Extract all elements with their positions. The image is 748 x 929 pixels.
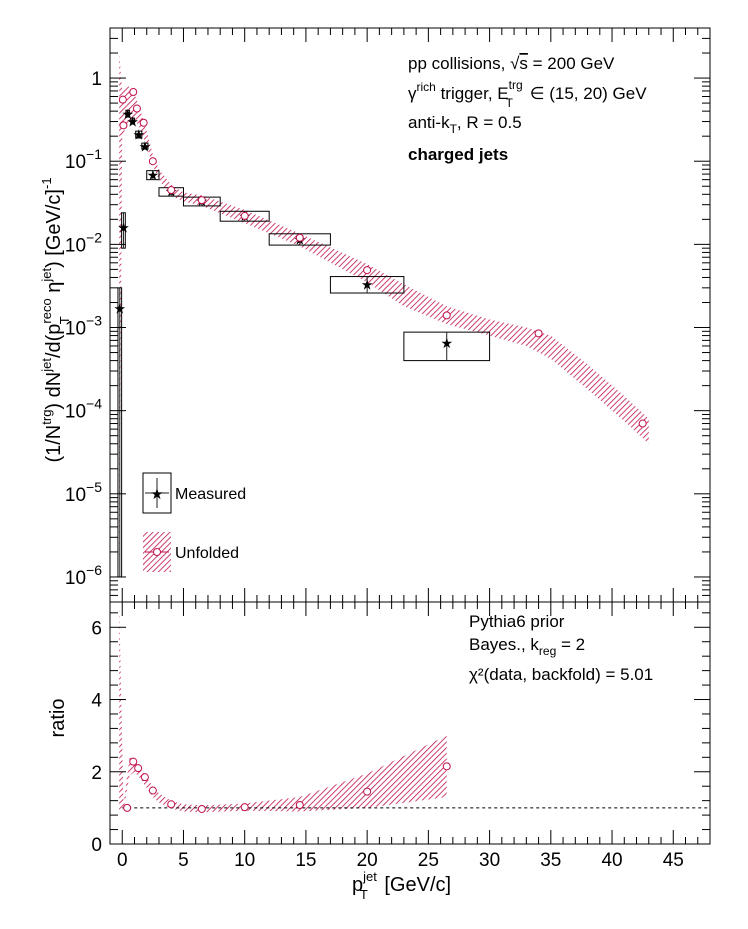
measured-point: ★ bbox=[117, 219, 130, 235]
unfolded-point bbox=[139, 118, 148, 127]
x-tick-label: 10 bbox=[234, 850, 255, 871]
y-tick-label-bottom: 6 bbox=[91, 618, 102, 639]
x-tick-label: 45 bbox=[663, 850, 684, 871]
ratio-point bbox=[442, 762, 451, 771]
unfolded-point bbox=[295, 233, 304, 242]
y-tick-label-top: 10−1 bbox=[65, 146, 102, 173]
ratio-point bbox=[134, 764, 143, 773]
annotation-algorithm: anti-kT, R = 0.5 bbox=[408, 113, 522, 136]
y-tick-label-top: 10−4 bbox=[65, 396, 102, 423]
y-tick-label-bottom: 4 bbox=[91, 691, 102, 712]
unfolded-point bbox=[363, 266, 372, 275]
annotation-unfolding: Bayes., kreg = 2 bbox=[469, 635, 585, 658]
measured-point: ★ bbox=[147, 167, 160, 183]
x-tick-label: 15 bbox=[295, 850, 316, 871]
measured-point: ★ bbox=[132, 126, 145, 142]
y-tick-label-top: 10−6 bbox=[65, 562, 102, 589]
legend-unfolded-label: Unfolded bbox=[175, 545, 239, 562]
measured-point: ★ bbox=[114, 300, 127, 316]
legend-unfolded-marker bbox=[153, 548, 161, 556]
bottom-plot-frame bbox=[109, 601, 711, 845]
unfolded-point bbox=[638, 419, 647, 428]
ratio-uncertainty-band bbox=[119, 602, 710, 813]
ratio-series bbox=[123, 757, 451, 813]
unfolded-point bbox=[148, 157, 157, 166]
x-tick-label: 35 bbox=[540, 850, 561, 871]
y-tick-label-top: 10−2 bbox=[65, 229, 102, 256]
x-tick-label: 25 bbox=[418, 850, 439, 871]
ratio-point bbox=[295, 800, 304, 809]
ratio-point bbox=[363, 787, 372, 796]
measured-point: ★ bbox=[361, 276, 374, 292]
legend: ★ Measured Unfolded bbox=[142, 472, 246, 572]
ratio-point bbox=[148, 786, 157, 795]
annotation-jet-type: charged jets bbox=[408, 145, 508, 164]
x-tick-label: 40 bbox=[601, 850, 622, 871]
unfolded-point bbox=[118, 95, 127, 104]
top-annotations: pp collisions, √s = 200 GeV γrich trigge… bbox=[408, 54, 647, 164]
annotation-collisions: pp collisions, √s = 200 GeV bbox=[408, 54, 615, 73]
measured-point: ★ bbox=[139, 139, 152, 155]
legend-measured-marker-box bbox=[142, 472, 172, 514]
x-axis-title: pjet T [GeV/c] bbox=[352, 869, 451, 902]
unfolded-point bbox=[442, 311, 451, 320]
annotation-trigger: γrich trigger, Etrg T ∈ (15, 20) GeV bbox=[408, 78, 647, 110]
axis-ticks bbox=[109, 27, 711, 845]
x-tick-label: 0 bbox=[117, 850, 128, 871]
y-tick-label-bottom: 0 bbox=[91, 835, 102, 856]
legend-measured-marker: ★ bbox=[150, 486, 163, 503]
x-tick-label: 30 bbox=[479, 850, 500, 871]
unfolded-point bbox=[167, 186, 176, 195]
legend-measured-label: Measured bbox=[175, 486, 246, 503]
tick-labels: 0 5 10 15 20 25 30 35 40 4510−610−510−410−310−210… bbox=[65, 69, 684, 871]
x-tick-label: 5 bbox=[178, 850, 189, 871]
unfolded-point bbox=[132, 104, 141, 113]
ratio-point bbox=[123, 803, 132, 812]
bottom-annotations: Pythia6 prior Bayes., kreg = 2 χ²(data, … bbox=[469, 612, 653, 684]
unfolded-point bbox=[129, 87, 138, 96]
unfolded-point bbox=[119, 121, 128, 130]
annotation-prior: Pythia6 prior bbox=[469, 612, 565, 631]
y-tick-label-top: 10−5 bbox=[65, 479, 102, 506]
y-tick-label-bottom: 2 bbox=[91, 763, 102, 784]
y-axis-title-bottom: ratio bbox=[47, 699, 69, 738]
annotation-chi2: χ²(data, backfold) = 5.01 bbox=[469, 665, 653, 684]
ratio-point bbox=[129, 757, 138, 766]
unfolded-series bbox=[118, 87, 647, 428]
unfolded-point bbox=[197, 196, 206, 205]
unfolded-point bbox=[534, 329, 543, 338]
ratio-point bbox=[197, 804, 206, 813]
unfolded-point bbox=[240, 211, 249, 220]
y-tick-label-top: 1 bbox=[91, 69, 102, 90]
ratio-band-area bbox=[119, 602, 447, 813]
ratio-point bbox=[167, 800, 176, 809]
measured-point: ★ bbox=[440, 335, 453, 351]
ratio-point bbox=[140, 773, 149, 782]
measured-series: ★★★★★★★★★★★★★ bbox=[114, 106, 491, 578]
ratio-point bbox=[240, 803, 249, 812]
measured-point: ★ bbox=[126, 114, 139, 130]
x-tick-label: 20 bbox=[357, 850, 378, 871]
